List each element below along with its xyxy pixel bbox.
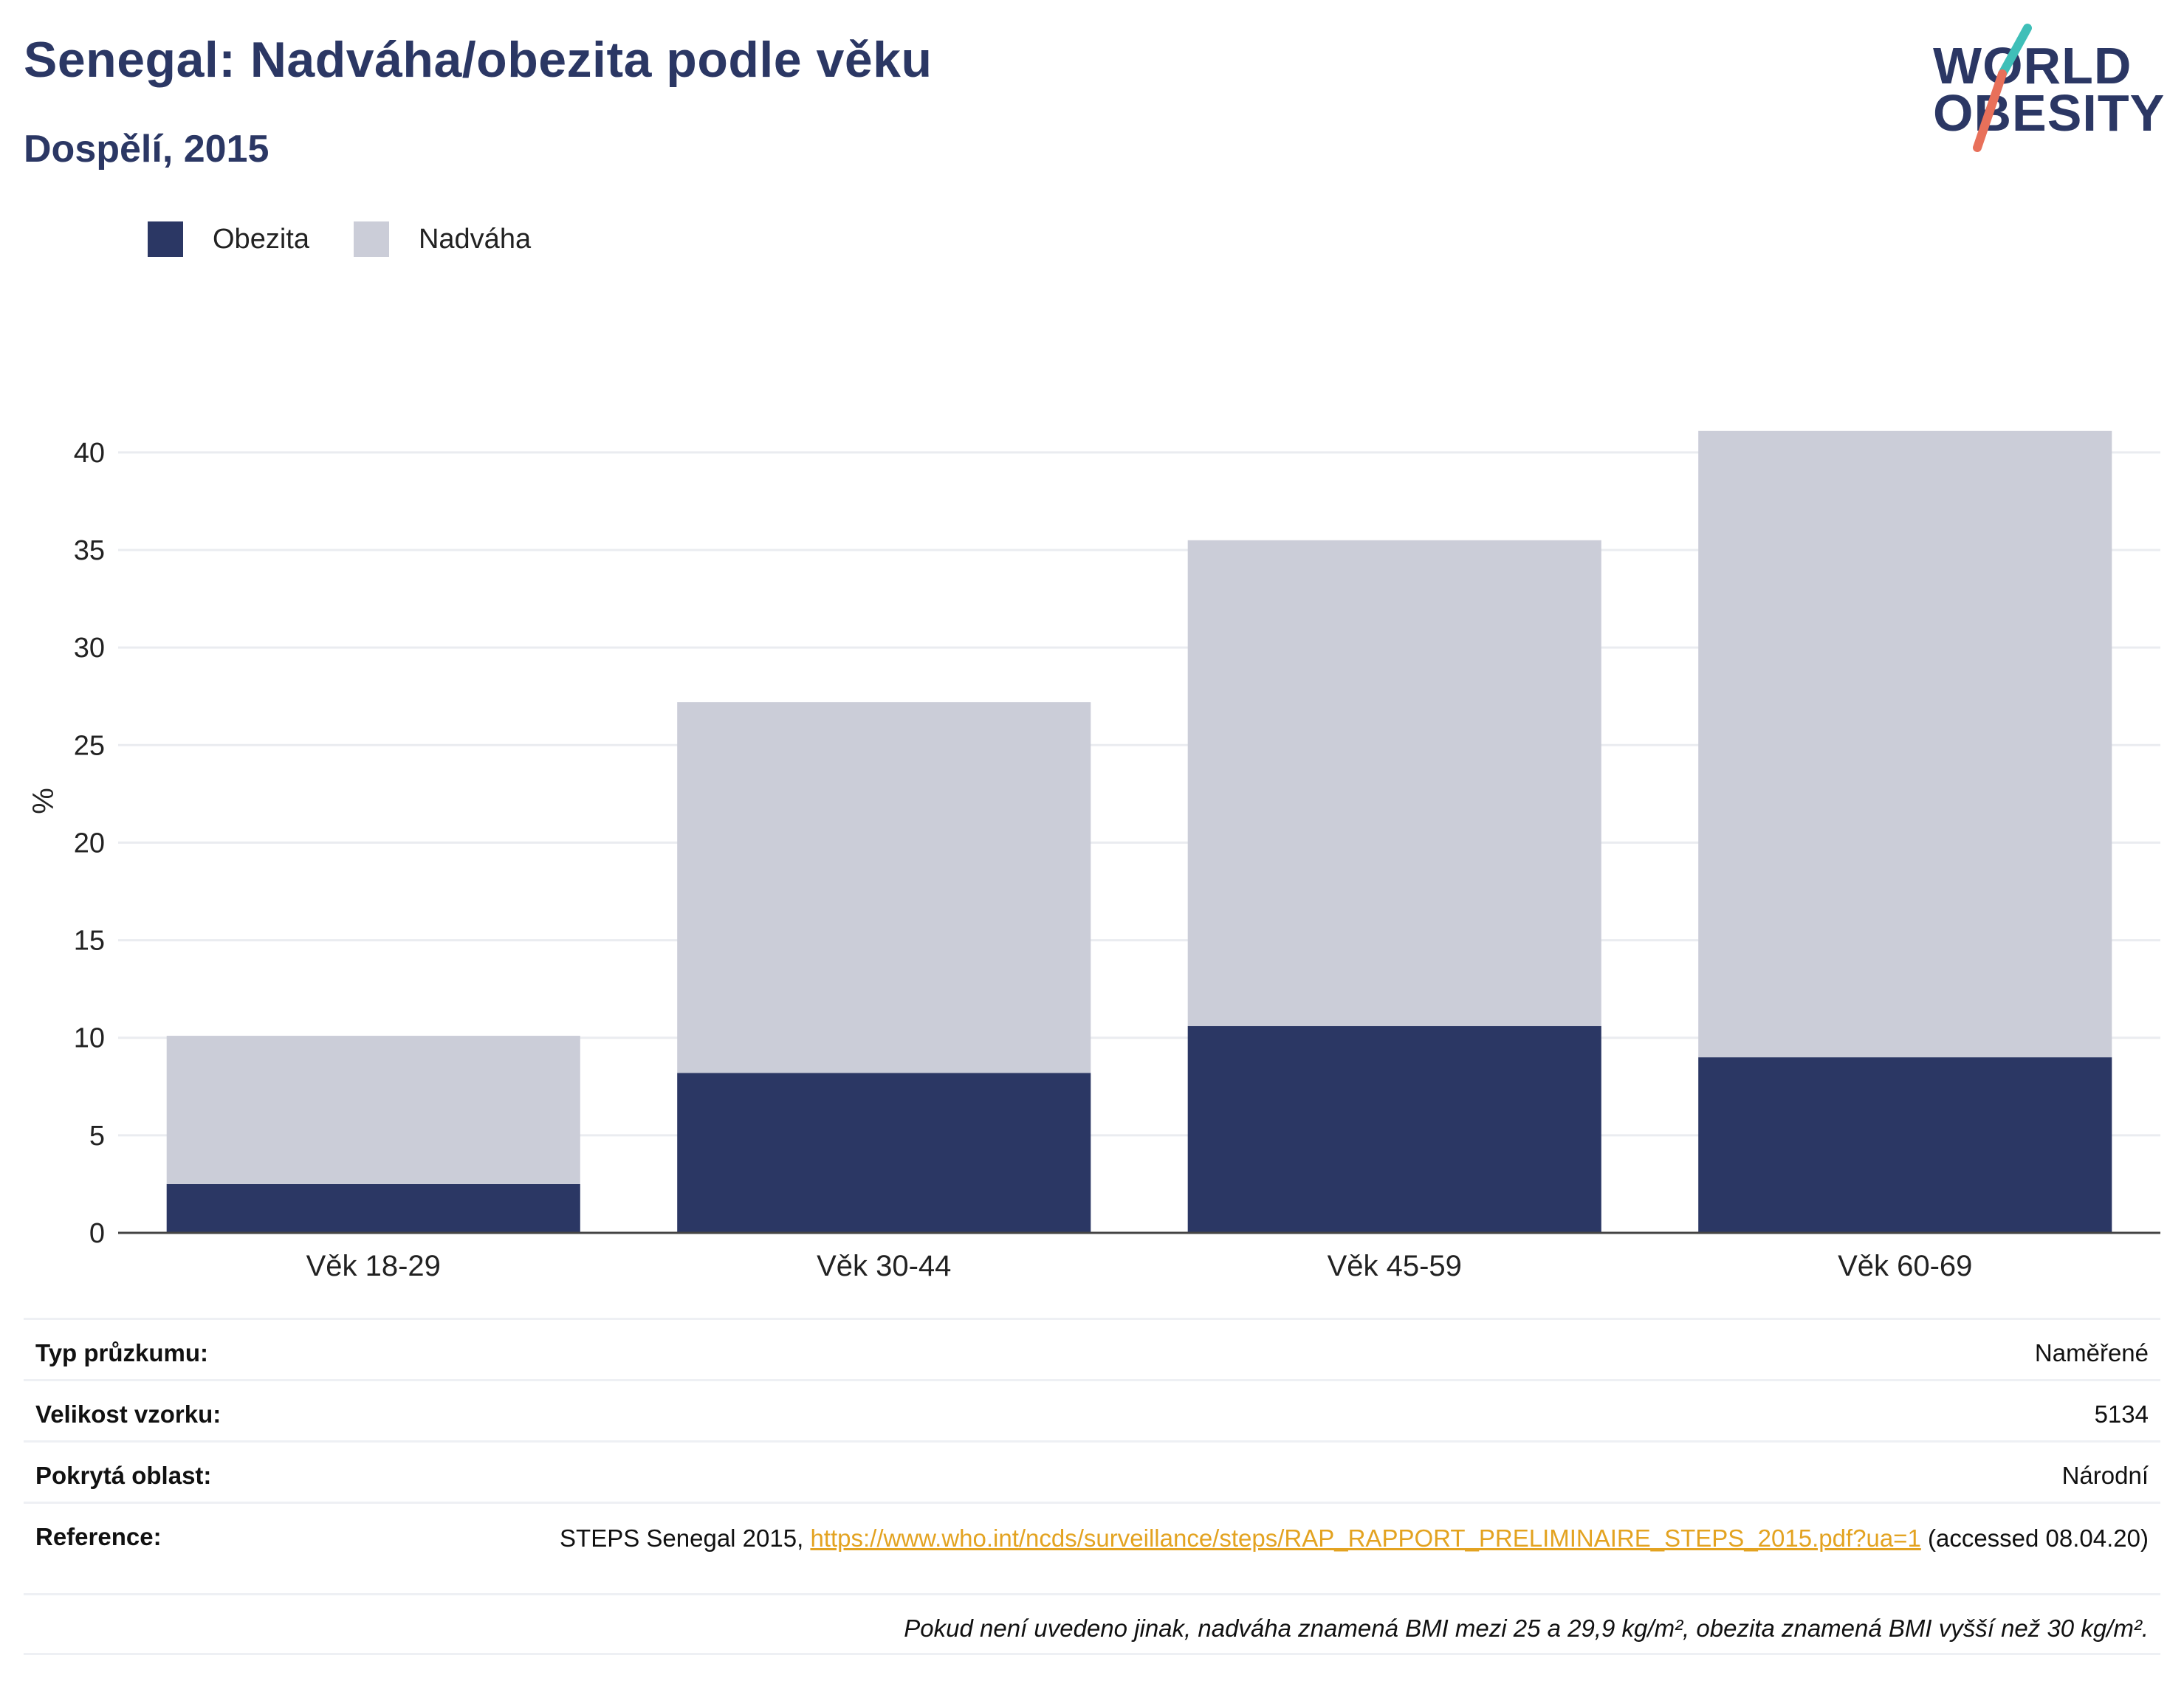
legend-item-obesity[interactable]: Obezita bbox=[148, 221, 309, 257]
stacked-bar-chart: 0 5 10 15 20 25 30 35 40% Věk 18-29 Věk 30-44 Věk 4… bbox=[27, 430, 2160, 1282]
y-tick-label: 40 bbox=[74, 438, 105, 469]
bar-obesity bbox=[1698, 1057, 2112, 1233]
legend-label-obesity: Obezita bbox=[213, 223, 309, 255]
legend-swatch-obesity bbox=[148, 221, 183, 257]
logo-word-obesity: OBESITY bbox=[1933, 84, 2166, 142]
bars bbox=[166, 430, 2112, 1233]
y-tick-label: 15 bbox=[74, 926, 105, 957]
survey-info-table: Typ průzkumu: Naměřené Velikost vzorku: … bbox=[24, 1318, 2160, 1655]
x-tick-label: Věk 45-59 bbox=[1328, 1250, 1462, 1282]
sample-size-value: 5134 bbox=[2094, 1400, 2149, 1428]
reference-link[interactable]: https://www.who.int/ncds/surveillance/st… bbox=[810, 1524, 1921, 1552]
x-tick-label: Věk 60-69 bbox=[1838, 1250, 1972, 1282]
y-tick-label: 30 bbox=[74, 633, 105, 664]
x-tick-label: Věk 30-44 bbox=[817, 1250, 951, 1282]
legend-item-overweight[interactable]: Nadváha bbox=[353, 221, 532, 257]
y-tick-label: 35 bbox=[74, 535, 105, 566]
axes: 0 5 10 15 20 25 30 35 40% Věk 18-29 Věk 30-44 Věk 4… bbox=[27, 438, 2160, 1282]
reference-suffix: (accessed 08.04.20) bbox=[1920, 1524, 2149, 1552]
legend-swatch-overweight bbox=[353, 221, 389, 257]
info-row-reference: Reference: STEPS Senegal 2015, https://w… bbox=[24, 1502, 2160, 1593]
bar-obesity bbox=[1187, 1025, 1601, 1233]
sample-size-label: Velikost vzorku: bbox=[35, 1400, 222, 1428]
area-value: Národní bbox=[2061, 1462, 2149, 1489]
reference-prefix: STEPS Senegal 2015, bbox=[560, 1524, 811, 1552]
world-obesity-logo: WORLD OBESITY bbox=[1920, 22, 2171, 155]
survey-type-label: Typ průzkumu: bbox=[35, 1339, 209, 1366]
logo-word-world: WORLD bbox=[1933, 37, 2132, 94]
bar-obesity bbox=[677, 1073, 1091, 1233]
reference-label: Reference: bbox=[35, 1523, 162, 1550]
bar-overweight bbox=[1698, 430, 2112, 1058]
y-tick-label: 25 bbox=[74, 730, 105, 761]
legend-label-overweight: Nadváha bbox=[418, 223, 532, 255]
page-subtitle: Dospělí, 2015 bbox=[24, 128, 269, 171]
bar-overweight bbox=[166, 1036, 580, 1184]
bar-overweight bbox=[677, 702, 1091, 1073]
y-tick-label: 10 bbox=[74, 1023, 105, 1054]
y-axis-label: % bbox=[27, 788, 60, 814]
info-row-footnote: Pokud není uvedeno jinak, nadváha znamen… bbox=[24, 1593, 2160, 1655]
footnote: Pokud není uvedeno jinak, nadváha znamen… bbox=[904, 1615, 2149, 1642]
bar-obesity bbox=[166, 1183, 580, 1233]
page-title: Senegal: Nadváha/obezita podle věku bbox=[24, 32, 933, 88]
bar-overweight bbox=[1187, 540, 1601, 1026]
y-tick-label: 20 bbox=[74, 828, 105, 859]
y-tick-label: 5 bbox=[89, 1121, 105, 1152]
info-row-area: Pokrytá oblast: Národní bbox=[24, 1440, 2160, 1502]
x-tick-label: Věk 18-29 bbox=[306, 1250, 441, 1282]
logo-slash-icon bbox=[1973, 24, 2032, 152]
chart-legend: Obezita Nadváha bbox=[148, 221, 575, 257]
info-row-survey-type: Typ průzkumu: Naměřené bbox=[24, 1318, 2160, 1379]
reference-value: STEPS Senegal 2015, https://www.who.int/… bbox=[560, 1523, 2149, 1554]
info-row-sample-size: Velikost vzorku: 5134 bbox=[24, 1379, 2160, 1440]
survey-type-value: Naměřené bbox=[2034, 1339, 2149, 1366]
y-tick-label: 0 bbox=[89, 1218, 105, 1249]
area-label: Pokrytá oblast: bbox=[35, 1462, 212, 1489]
